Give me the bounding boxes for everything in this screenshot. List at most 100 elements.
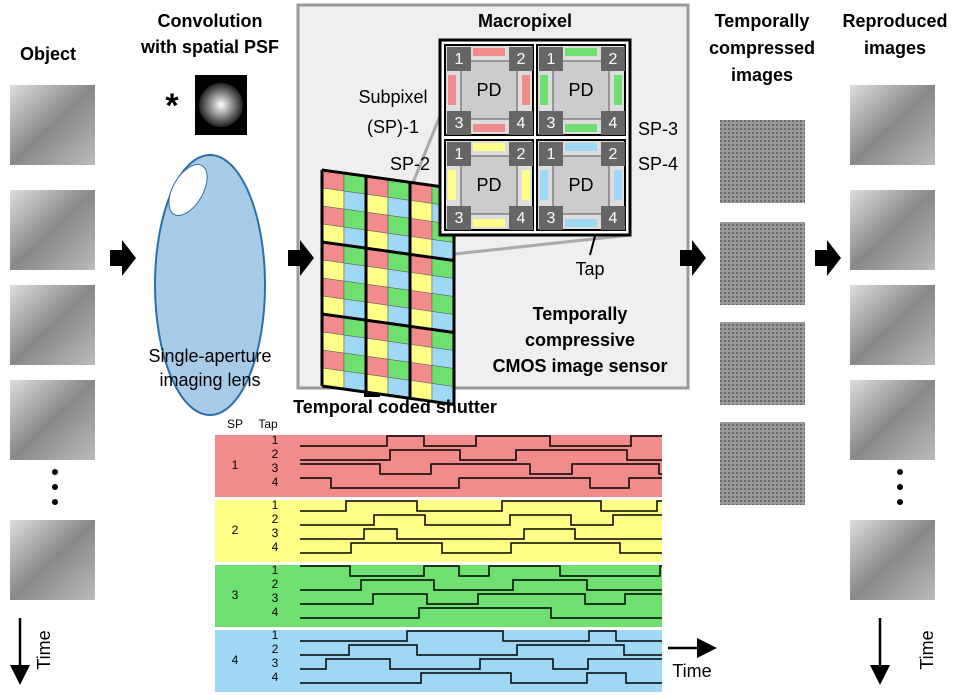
gate xyxy=(565,219,597,227)
object-image xyxy=(10,520,95,600)
compressed-image xyxy=(720,322,805,405)
sensor-cell xyxy=(432,347,454,368)
sensor-cell xyxy=(410,218,432,239)
tap-number: 3 xyxy=(455,115,464,132)
tap-number: 2 xyxy=(609,51,618,68)
tap-number: 3 xyxy=(272,591,279,605)
gate xyxy=(614,170,622,200)
object-image xyxy=(10,190,95,270)
time-label: Time xyxy=(34,630,54,669)
sensor-cell xyxy=(388,269,410,290)
tap-number: 1 xyxy=(272,628,279,642)
sensor-cell xyxy=(366,266,388,287)
shutter-title: Temporal coded shutter xyxy=(293,397,497,417)
object-image xyxy=(10,285,95,365)
tap-number: 2 xyxy=(272,512,279,526)
reproduced-image xyxy=(850,380,935,460)
macropixel-title: Macropixel xyxy=(478,11,572,31)
sensor-cell xyxy=(322,260,344,281)
column-title: Reproduced xyxy=(842,11,947,31)
tap-number: 3 xyxy=(272,526,279,540)
gate xyxy=(614,75,622,105)
sensor-cell xyxy=(410,272,432,293)
sensor-cell xyxy=(322,206,344,227)
psf xyxy=(199,83,243,127)
sensor-cell xyxy=(388,287,410,308)
tap-number: 3 xyxy=(547,210,556,227)
sensor-caption: CMOS image sensor xyxy=(492,356,667,376)
reproduced-image xyxy=(850,520,935,600)
gate xyxy=(448,170,456,200)
sensor-cell xyxy=(344,191,366,212)
tap-number: 1 xyxy=(272,433,279,447)
sensor-cell xyxy=(344,353,366,374)
gate xyxy=(540,75,548,105)
gate xyxy=(473,143,505,151)
arrow xyxy=(110,240,136,276)
sensor-cell xyxy=(322,332,344,353)
time-label: Time xyxy=(672,661,711,681)
sensor-cell xyxy=(366,194,388,215)
pd-label: PD xyxy=(568,80,593,100)
sensor-caption: Temporally xyxy=(533,304,628,324)
tap-number: 2 xyxy=(272,577,279,591)
gate xyxy=(565,48,597,56)
arrow xyxy=(815,240,841,276)
column-title: with spatial PSF xyxy=(140,37,279,57)
tap-number: 4 xyxy=(272,475,279,489)
shutter-header: SP xyxy=(227,417,243,431)
sensor-array xyxy=(322,170,454,405)
column-title: Object xyxy=(20,44,76,64)
shutter-panel xyxy=(215,630,662,692)
tap-number: 1 xyxy=(455,51,464,68)
tap-number: 1 xyxy=(272,498,279,512)
tap-number: 4 xyxy=(609,115,618,132)
object-image xyxy=(10,85,95,165)
convolution-symbol: * xyxy=(165,87,179,125)
sensor-cell xyxy=(344,263,366,284)
gate xyxy=(565,143,597,151)
sensor-cell xyxy=(366,284,388,305)
lens-caption: Single-aperture xyxy=(148,346,271,366)
sensor-cell xyxy=(366,338,388,359)
tap-number: 4 xyxy=(272,540,279,554)
sensor-cell xyxy=(344,281,366,302)
lens-caption: imaging lens xyxy=(159,370,260,390)
gate xyxy=(448,75,456,105)
sensor-cell xyxy=(322,350,344,371)
compressed-image xyxy=(720,120,805,203)
subpixel-label: (SP)-1 xyxy=(367,117,419,137)
sensor-cell xyxy=(388,359,410,380)
tap-number: 1 xyxy=(455,146,464,163)
subpixel-label: Subpixel xyxy=(358,87,427,107)
tap-number: 3 xyxy=(272,461,279,475)
column-title: Convolution xyxy=(158,11,263,31)
tap-number: 3 xyxy=(547,115,556,132)
sensor-cell xyxy=(388,215,410,236)
column-title: images xyxy=(864,38,926,58)
tap-number: 2 xyxy=(272,447,279,461)
sensor-cell xyxy=(410,362,432,383)
tap-number: 3 xyxy=(455,210,464,227)
shutter-panel xyxy=(215,500,662,562)
column-title: images xyxy=(731,65,793,85)
tap-number: 2 xyxy=(517,51,526,68)
gate xyxy=(473,124,505,132)
pd-label: PD xyxy=(476,80,501,100)
sensor-cell xyxy=(366,356,388,377)
tap-number: 4 xyxy=(609,210,618,227)
object-image xyxy=(10,380,95,460)
sp-number: 3 xyxy=(232,588,239,602)
tap-number: 3 xyxy=(272,656,279,670)
sensor-cell xyxy=(322,278,344,299)
gate xyxy=(565,124,597,132)
tap-number: 4 xyxy=(517,115,526,132)
gate xyxy=(522,75,530,105)
tap-label: Tap xyxy=(575,259,604,279)
sensor-cell xyxy=(344,335,366,356)
reproduced-image xyxy=(850,190,935,270)
shutter-header: Tap xyxy=(258,417,278,431)
time-label: Time xyxy=(917,630,937,669)
tap-number: 1 xyxy=(547,51,556,68)
pd-label: PD xyxy=(476,175,501,195)
